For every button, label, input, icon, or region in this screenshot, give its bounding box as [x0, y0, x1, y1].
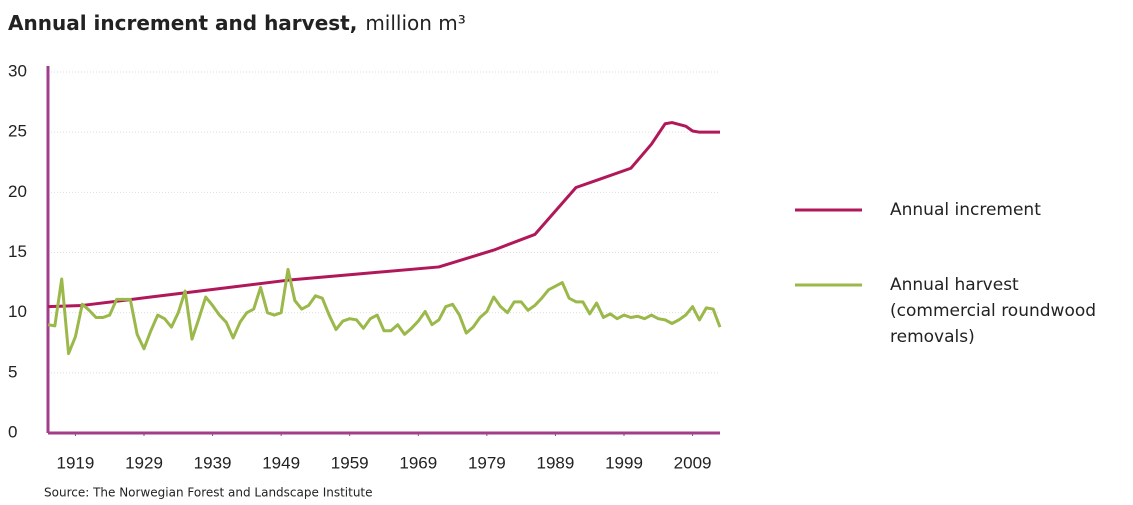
x-tick-label: 1949	[262, 453, 300, 472]
y-tick-label: 15	[8, 242, 27, 261]
x-tick-label: 1959	[331, 453, 369, 472]
x-tick-label: 1969	[399, 453, 437, 472]
x-tick-label: 1929	[125, 453, 163, 472]
x-tick-label: 1939	[194, 453, 232, 472]
series-line	[47, 121, 720, 309]
y-tick-label: 5	[8, 362, 17, 381]
y-tick-label: 30	[8, 61, 27, 80]
source: Source: The Norwegian Forest and Landsca…	[44, 486, 373, 500]
x-tick-label: 1999	[605, 453, 643, 472]
title-main: Annual increment and harvest,	[8, 11, 357, 35]
legend-label: Annual increment	[890, 200, 1041, 220]
y-tick-label: 20	[8, 182, 27, 201]
x-tick-label: 1989	[537, 453, 575, 472]
y-tick-label: 25	[8, 122, 27, 141]
series-line	[47, 267, 722, 356]
y-tick-label: 0	[8, 422, 17, 441]
y-tick-label: 10	[8, 302, 27, 321]
x-tick-label: 1979	[468, 453, 506, 472]
chart-title: Annual increment and harvest, million m³	[8, 11, 466, 35]
x-tick-label: 1919	[57, 453, 95, 472]
title-unit: million m³	[365, 11, 465, 35]
x-tick-label: 2009	[674, 453, 712, 472]
legend-label: Annual harvest (commercial roundwood rem…	[890, 275, 1097, 347]
